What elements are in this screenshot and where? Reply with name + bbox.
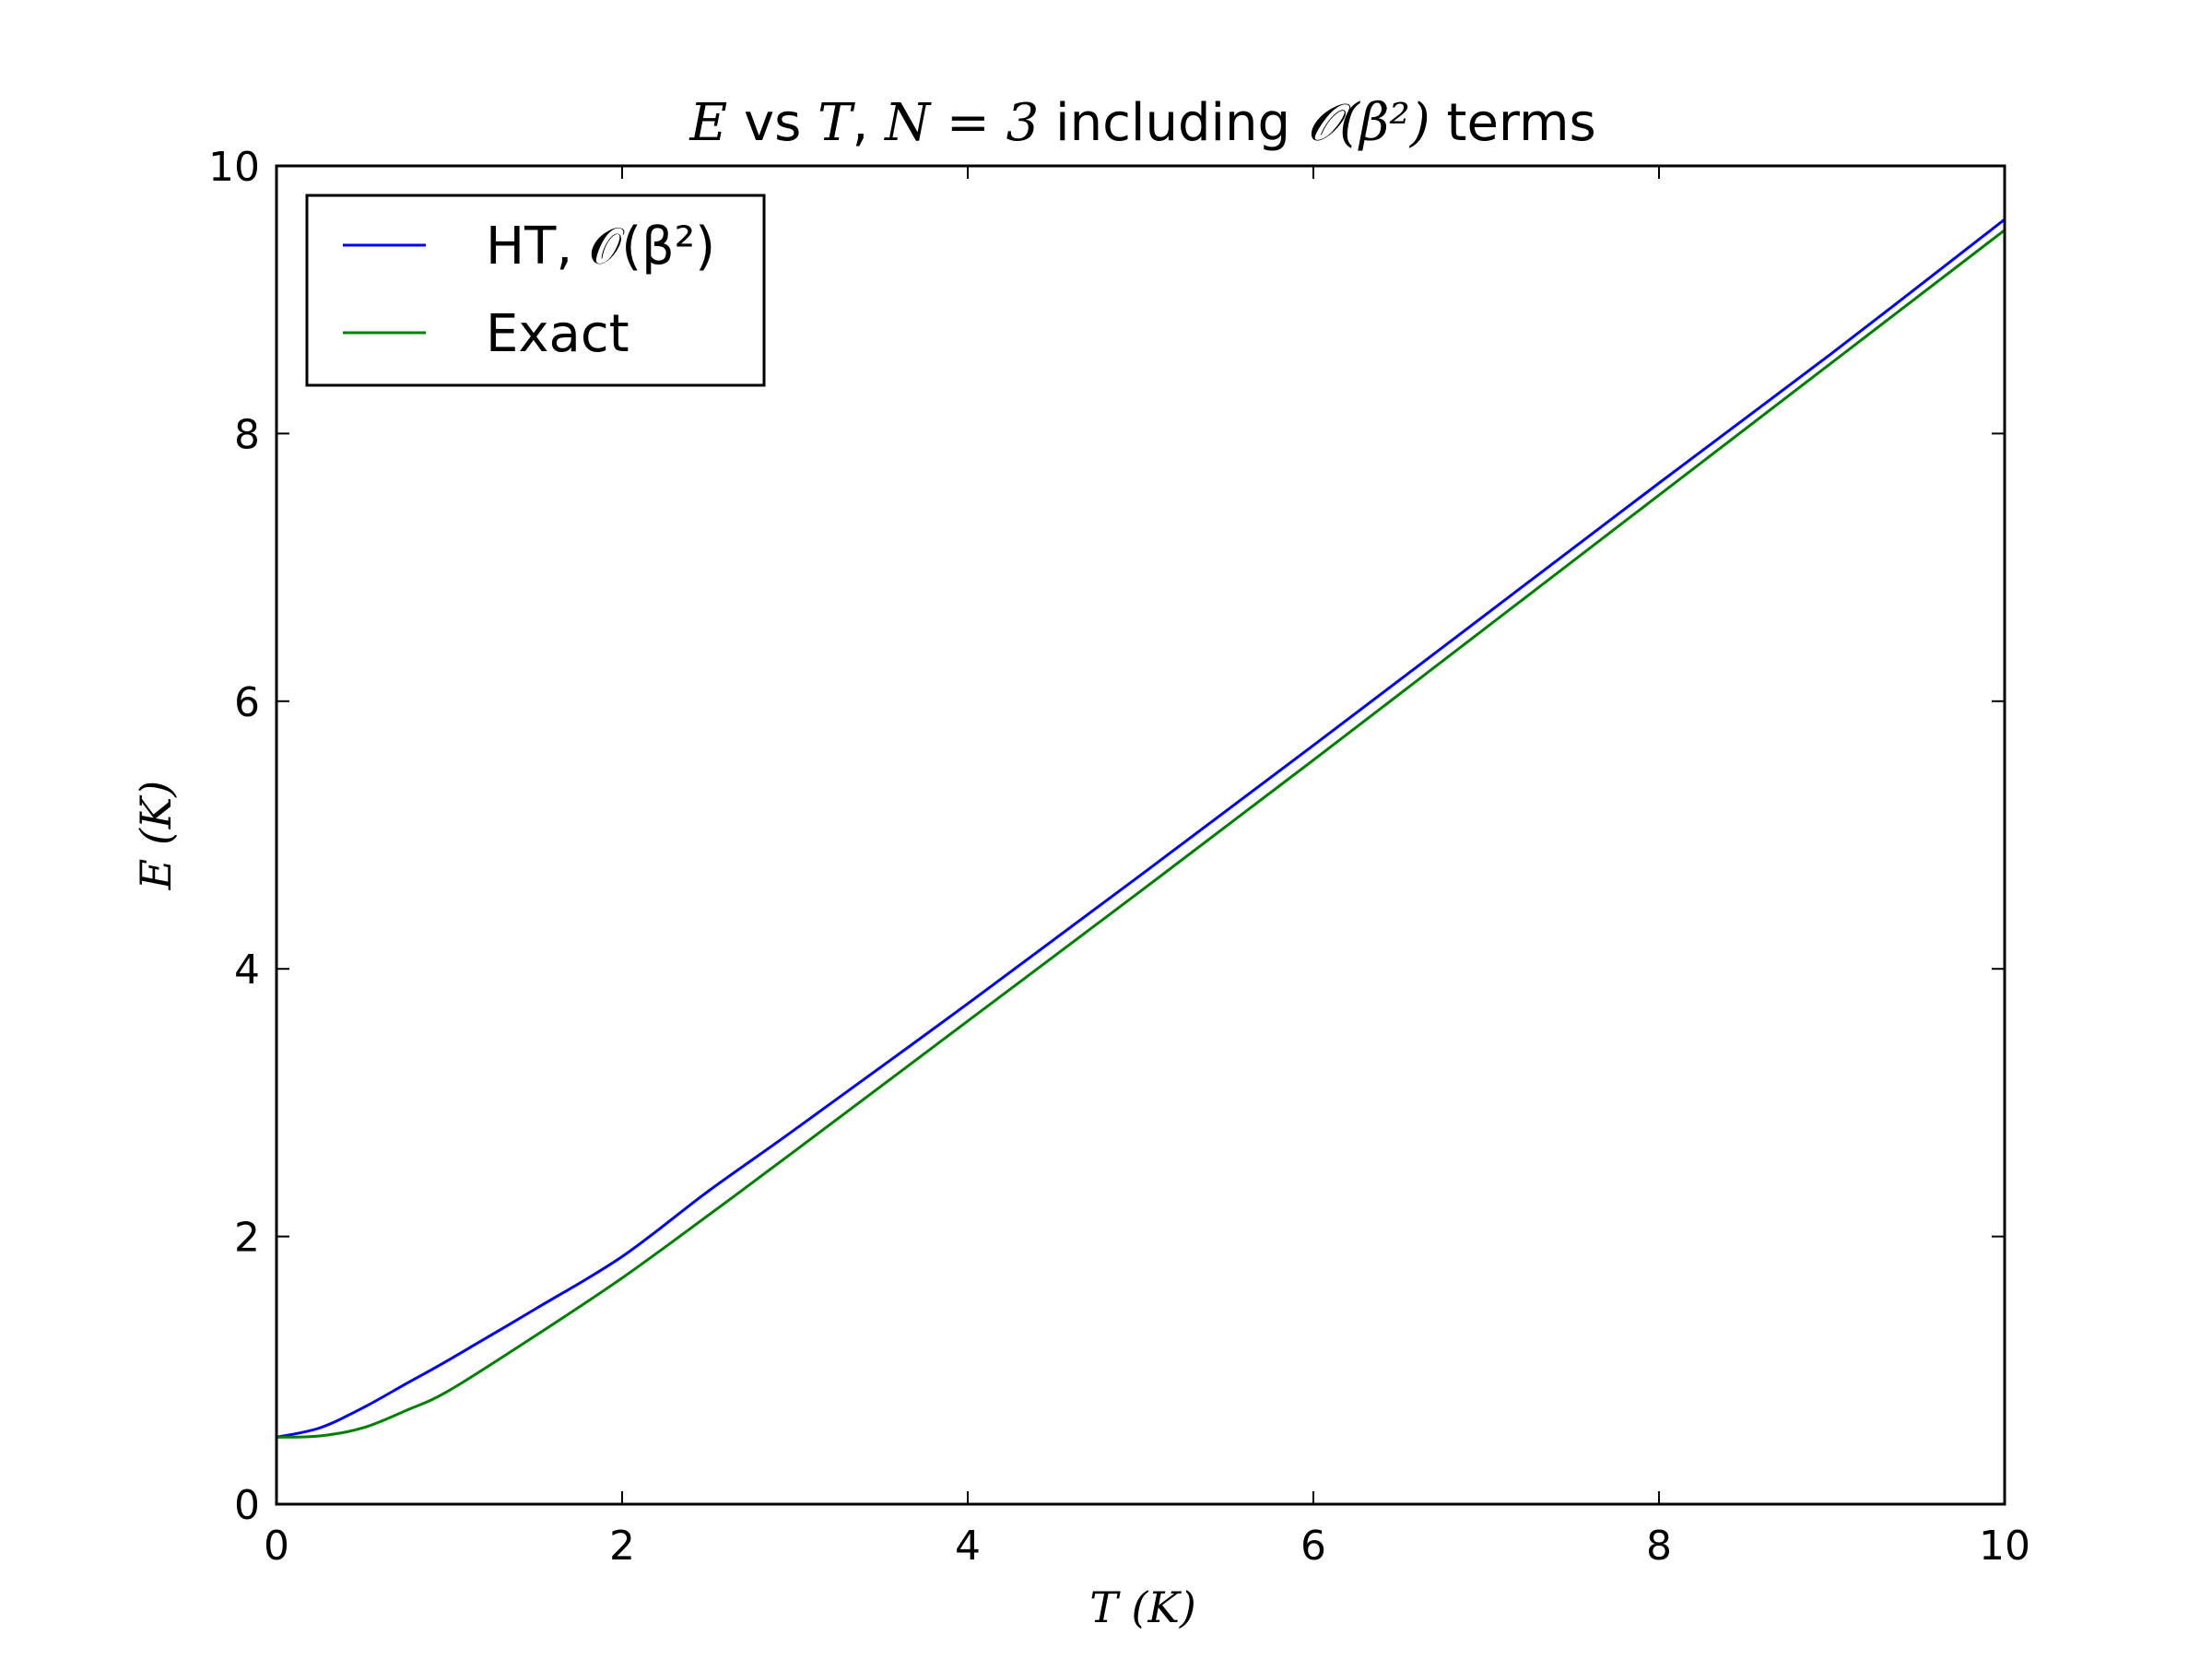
chart-title: E vs T, N = 3 including 𝒪(β²) terms <box>688 93 1595 153</box>
series-layer <box>276 218 2006 1439</box>
y-tick-label: 0 <box>234 1482 260 1529</box>
y-tick-label: 4 <box>234 947 260 994</box>
x-tick-label: 10 <box>1979 1523 2030 1570</box>
y-tick-label: 6 <box>234 679 260 726</box>
axes-frame <box>275 164 2006 1506</box>
tick-layer: 0 2 4 6 8 10 0 2 4 6 8 10 <box>208 144 2030 1570</box>
x-tick-label: 8 <box>1646 1523 1672 1570</box>
legend: HT, 𝒪(β²) Exact <box>305 194 766 387</box>
legend-label-exact: Exact <box>486 304 629 364</box>
y-axis-label: E (K) <box>131 781 181 890</box>
x-tick-label: 2 <box>609 1523 635 1570</box>
x-tick-label: 0 <box>264 1523 289 1570</box>
x-axis-label: T (K) <box>1089 1583 1196 1632</box>
series-line-exact <box>276 229 2006 1439</box>
y-tick-label: 10 <box>208 144 260 191</box>
series-line-ht <box>276 218 2006 1439</box>
y-tick-label: 8 <box>234 411 260 458</box>
legend-box <box>305 194 766 387</box>
x-tick-label: 4 <box>955 1523 981 1570</box>
x-tick-label: 6 <box>1300 1523 1326 1570</box>
y-tick-label: 2 <box>234 1215 260 1262</box>
legend-label-ht: HT, 𝒪(β²) <box>486 217 715 276</box>
